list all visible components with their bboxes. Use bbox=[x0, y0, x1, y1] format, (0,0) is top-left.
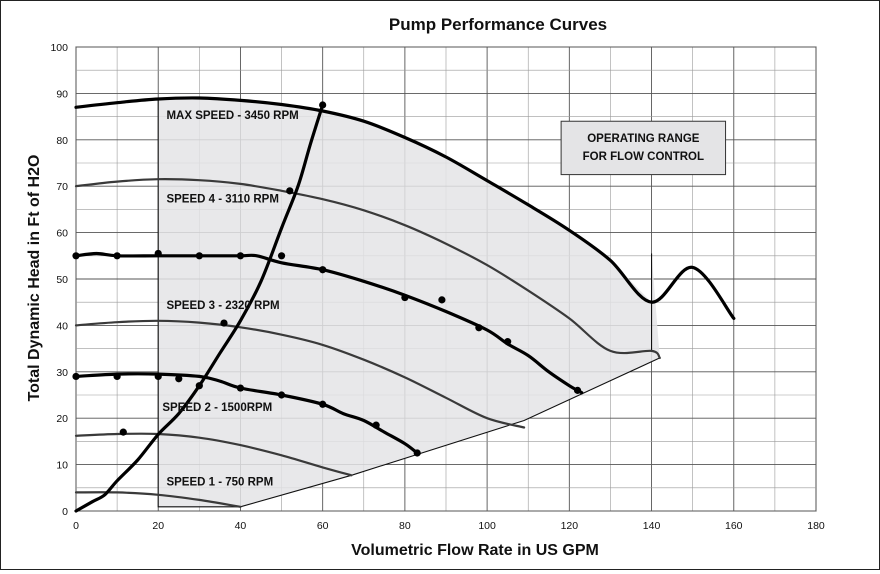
data-point bbox=[236, 384, 245, 392]
x-tick-label: 40 bbox=[235, 520, 247, 532]
y-tick-label: 40 bbox=[56, 320, 68, 332]
data-point bbox=[319, 400, 327, 408]
x-tick-label: 100 bbox=[478, 520, 496, 532]
y-tick-label: 50 bbox=[56, 274, 68, 286]
data-point bbox=[277, 252, 286, 260]
data-point bbox=[438, 296, 446, 304]
callout-box bbox=[560, 120, 727, 176]
data-point bbox=[154, 372, 162, 381]
data-point bbox=[195, 252, 203, 260]
series-line-max-speed-3450-rpm bbox=[74, 96, 736, 320]
data-point bbox=[286, 187, 294, 195]
operating-range-fill bbox=[158, 98, 660, 507]
data-point bbox=[277, 391, 286, 399]
data-point bbox=[113, 372, 121, 381]
x-tick-label: 160 bbox=[725, 520, 743, 532]
data-point bbox=[573, 386, 582, 394]
curve-label: SPEED 1 - 750 RPM bbox=[166, 476, 273, 488]
curve-labels: MAX SPEED - 3450 RPM SPEED 4 - 3110 RPM SP… bbox=[162, 110, 298, 489]
x-tick-label: 60 bbox=[317, 520, 329, 532]
curve-label: MAX SPEED - 3450 RPM bbox=[166, 110, 298, 122]
operating-range-callout: OPERATING RANGE FOR FLOW CONTROL bbox=[560, 120, 727, 176]
chart-title: Pump Performance Curves bbox=[389, 15, 607, 34]
x-tick-label: 120 bbox=[561, 520, 579, 532]
data-point bbox=[72, 372, 80, 381]
data-point bbox=[475, 324, 483, 332]
data-point bbox=[154, 249, 162, 258]
data-point bbox=[504, 338, 512, 346]
y-tick-label: 90 bbox=[56, 88, 68, 100]
data-point bbox=[319, 101, 327, 109]
y-tick-label: 70 bbox=[56, 181, 68, 193]
y-tick-label: 30 bbox=[56, 367, 68, 379]
callout-text: FOR FLOW CONTROL bbox=[583, 151, 704, 163]
data-point bbox=[195, 382, 203, 390]
y-tick-label: 60 bbox=[56, 228, 68, 240]
data-point bbox=[220, 319, 228, 327]
x-axis-label: Volumetric Flow Rate in US GPM bbox=[351, 542, 599, 559]
x-tick-label: 140 bbox=[643, 520, 661, 532]
series-line-system-curve bbox=[74, 251, 584, 395]
curve-label: SPEED 2 - 1500RPM bbox=[162, 402, 272, 414]
operating-range-edge bbox=[157, 99, 661, 508]
data-point bbox=[113, 252, 121, 260]
data-point bbox=[236, 252, 245, 260]
x-tick-label: 80 bbox=[399, 520, 411, 532]
curve-label: SPEED 4 - 3110 RPM bbox=[166, 193, 279, 205]
data-point bbox=[72, 252, 80, 260]
y-tick-label: 20 bbox=[56, 413, 68, 425]
y-tick-label: 100 bbox=[50, 42, 68, 54]
data-point bbox=[401, 293, 409, 302]
data-point bbox=[413, 449, 421, 457]
operating-range-region bbox=[157, 98, 661, 508]
data-point bbox=[175, 375, 183, 383]
data-markers bbox=[72, 101, 582, 457]
series-line-speed-3-2320-rpm bbox=[74, 319, 526, 429]
curve-label: SPEED 3 - 2320 RPM bbox=[166, 300, 279, 312]
tick-labels: 0 20 40 60 80 100 120 140 160 180 0 10 20 30 40 50 60 70 8… bbox=[50, 42, 824, 532]
data-point bbox=[319, 266, 327, 274]
x-tick-label: 0 bbox=[73, 520, 79, 532]
x-tick-label: 180 bbox=[807, 520, 825, 532]
y-axis-label: Total Dynamic Head in Ft of H2O bbox=[26, 155, 43, 402]
series-line-speed-1-750-rpm bbox=[74, 491, 242, 508]
y-tick-label: 10 bbox=[56, 460, 68, 472]
x-tick-label: 20 bbox=[152, 520, 164, 532]
data-point bbox=[119, 428, 127, 436]
series-line-speed-4-3110-rpm bbox=[74, 178, 661, 359]
y-tick-label: 80 bbox=[56, 135, 68, 147]
data-point bbox=[372, 421, 380, 429]
y-tick-label: 0 bbox=[62, 506, 68, 518]
callout-text: OPERATING RANGE bbox=[587, 133, 700, 145]
